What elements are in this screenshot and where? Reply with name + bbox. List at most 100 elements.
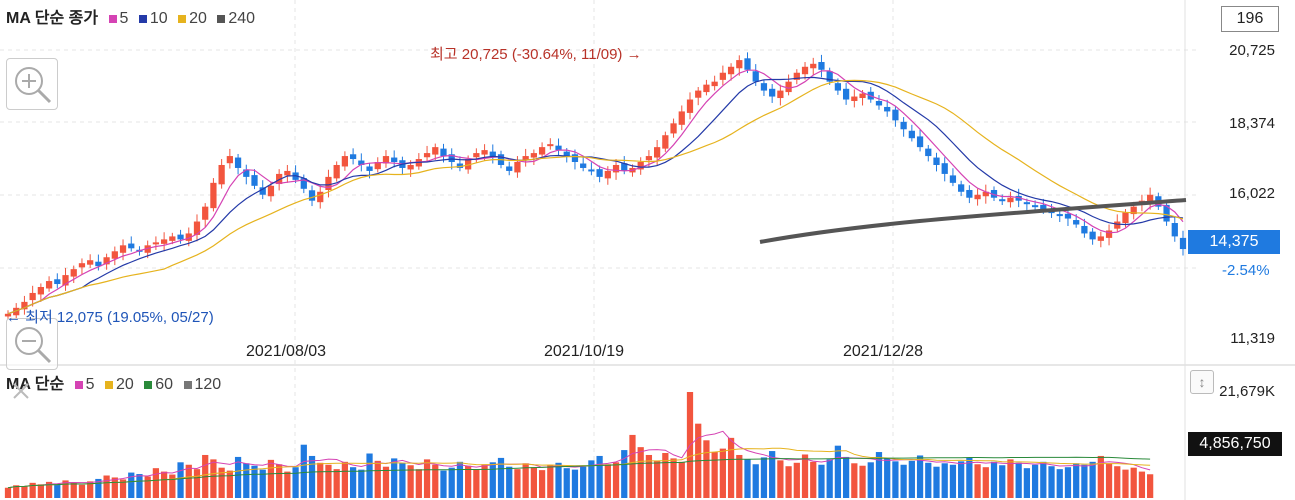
volume-bar bbox=[949, 464, 957, 498]
candle-body bbox=[119, 245, 127, 253]
candle-body bbox=[826, 71, 833, 82]
candle-body bbox=[4, 313, 12, 317]
volume-bar bbox=[374, 460, 381, 498]
vol-ma20-swatch bbox=[105, 380, 113, 389]
volume-bar bbox=[111, 477, 118, 498]
volume-bar bbox=[276, 464, 283, 498]
resize-handle-icon[interactable]: ↕ bbox=[1190, 370, 1214, 394]
volume-bar bbox=[325, 464, 332, 498]
volume-bar bbox=[547, 464, 554, 498]
candle-body bbox=[990, 189, 998, 198]
candle-body bbox=[1171, 223, 1178, 237]
volume-bars bbox=[4, 392, 1154, 498]
candle-body bbox=[571, 154, 579, 163]
candle-body bbox=[54, 279, 61, 285]
volume-bar bbox=[612, 462, 620, 498]
volume-bar bbox=[719, 448, 726, 498]
change-percent: -2.54% bbox=[1222, 262, 1270, 279]
volume-bar bbox=[678, 461, 685, 498]
volume-ma-lines bbox=[7, 430, 1151, 489]
candle-body bbox=[1105, 230, 1113, 238]
volume-legend-title: MA 단순 bbox=[6, 376, 65, 393]
vol-ma120-label: 120 bbox=[194, 376, 222, 393]
candle-body bbox=[810, 63, 817, 69]
volume-bar bbox=[300, 444, 307, 498]
ma10-label: 10 bbox=[149, 10, 168, 27]
candle-body bbox=[308, 190, 316, 201]
volume-bar bbox=[851, 463, 858, 498]
volume-bar bbox=[119, 479, 127, 498]
volume-bar bbox=[358, 469, 365, 498]
candle-body bbox=[711, 81, 718, 87]
volume-bar bbox=[571, 469, 579, 498]
candle-body bbox=[958, 184, 965, 192]
volume-bar bbox=[933, 466, 940, 498]
volume-bar bbox=[703, 440, 710, 498]
candle-body bbox=[87, 260, 94, 265]
volume-bar bbox=[243, 463, 250, 498]
candle-body bbox=[1147, 194, 1154, 203]
candle-body bbox=[62, 275, 69, 286]
candle-body bbox=[374, 162, 381, 170]
candle-body bbox=[432, 147, 439, 155]
candle-body bbox=[580, 163, 587, 168]
candle-body bbox=[440, 148, 447, 157]
volume-legend: MA 단순 5 20 60 120 bbox=[6, 370, 221, 394]
volume-bar bbox=[966, 457, 973, 498]
candle-count-box[interactable]: 196 bbox=[1221, 6, 1279, 32]
candle-body bbox=[933, 157, 940, 165]
volume-bar bbox=[259, 469, 266, 498]
volume-bar bbox=[489, 462, 496, 498]
current-volume-badge: 4,856,750 bbox=[1188, 432, 1282, 456]
candle-body bbox=[1163, 204, 1170, 222]
volume-bar bbox=[908, 460, 915, 498]
candle-body bbox=[966, 189, 973, 198]
volume-bar bbox=[399, 462, 406, 498]
volume-bar bbox=[292, 467, 299, 498]
volume-bar bbox=[128, 472, 135, 498]
ma-10-line bbox=[7, 76, 1184, 315]
candle-body bbox=[234, 157, 242, 168]
volume-bar bbox=[1015, 462, 1022, 498]
volume-bar bbox=[900, 464, 907, 498]
candle-body bbox=[341, 156, 349, 167]
candle-body bbox=[1114, 221, 1121, 229]
volume-bar bbox=[982, 467, 989, 498]
candle-body bbox=[259, 187, 266, 195]
volume-bar bbox=[1114, 466, 1121, 498]
close-icon[interactable] bbox=[10, 380, 32, 402]
volume-bar bbox=[103, 475, 110, 498]
candle-body bbox=[506, 166, 513, 171]
candle-body bbox=[391, 157, 398, 163]
candle-body bbox=[678, 111, 685, 125]
candle-body bbox=[423, 153, 431, 158]
candle-body bbox=[358, 160, 365, 165]
volume-bar bbox=[1056, 469, 1063, 498]
candle-body bbox=[588, 169, 595, 172]
candle-body bbox=[719, 72, 726, 80]
volume-bar bbox=[78, 484, 86, 498]
zoom-in-button[interactable] bbox=[6, 58, 58, 110]
volume-bar bbox=[349, 467, 357, 498]
candle-body bbox=[45, 281, 53, 289]
ma240-swatch bbox=[217, 14, 226, 23]
vol-ma120-swatch bbox=[183, 380, 192, 389]
candle-body bbox=[547, 144, 554, 147]
candle-body bbox=[1031, 205, 1039, 208]
volume-bar bbox=[801, 454, 809, 498]
zoom-out-button[interactable] bbox=[6, 318, 58, 370]
candle-body bbox=[670, 123, 677, 134]
vol-ma5-label: 5 bbox=[85, 376, 95, 393]
candle-body bbox=[456, 163, 464, 168]
volume-bar bbox=[70, 482, 77, 498]
volume-bar bbox=[530, 467, 537, 498]
volume-bar bbox=[1064, 467, 1072, 498]
volume-bar bbox=[481, 464, 488, 498]
candle-body bbox=[300, 178, 307, 189]
candle-body bbox=[317, 191, 324, 203]
volume-bar bbox=[448, 467, 455, 498]
candle-body bbox=[925, 148, 932, 157]
volume-bar bbox=[45, 481, 53, 498]
volume-bar bbox=[144, 476, 151, 498]
